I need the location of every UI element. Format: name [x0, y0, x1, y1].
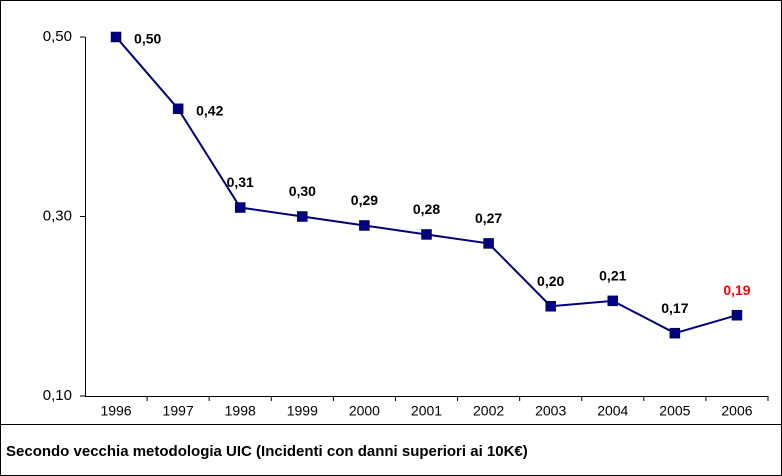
x-tick-label: 2006 [721, 403, 752, 419]
x-tick-label: 2002 [473, 403, 504, 419]
data-label: 0,19 [723, 282, 750, 298]
data-label: 0,27 [475, 210, 502, 226]
y-tick-label: 0,30 [43, 207, 72, 224]
data-point [607, 295, 619, 307]
x-tick-label: 2004 [597, 403, 628, 419]
data-point [731, 309, 743, 321]
x-tick-label: 2003 [535, 403, 566, 419]
y-tick-label: 0,50 [43, 28, 72, 45]
data-label: 0,42 [196, 103, 223, 119]
data-label: 0,29 [351, 192, 378, 208]
x-tick-label: 1999 [287, 403, 318, 419]
y-tick-label: 0,10 [43, 387, 72, 404]
data-point [172, 103, 184, 115]
caption: Secondo vecchia metodologia UIC (Inciden… [6, 443, 528, 460]
data-label: 0,28 [413, 201, 440, 217]
data-label: 0,17 [661, 300, 688, 316]
data-point [234, 202, 246, 213]
data-label: 0,50 [134, 31, 161, 47]
data-point [359, 220, 370, 231]
x-tick-label: 1996 [100, 403, 131, 419]
x-tick-label: 1998 [225, 403, 256, 419]
data-point [421, 229, 432, 240]
data-label: 0,31 [227, 174, 254, 190]
data-label: 0,21 [599, 268, 626, 284]
data-point [483, 238, 494, 249]
data-point [545, 301, 556, 312]
data-label: 0,30 [289, 183, 316, 199]
x-tick-label: 1997 [163, 403, 194, 419]
x-tick-label: 2000 [349, 403, 380, 419]
data-point [110, 31, 122, 43]
data-point [297, 211, 308, 222]
data-point [669, 327, 681, 339]
x-tick-label: 2001 [411, 403, 442, 419]
data-label: 0,20 [537, 273, 564, 289]
x-tick-label: 2005 [659, 403, 690, 419]
